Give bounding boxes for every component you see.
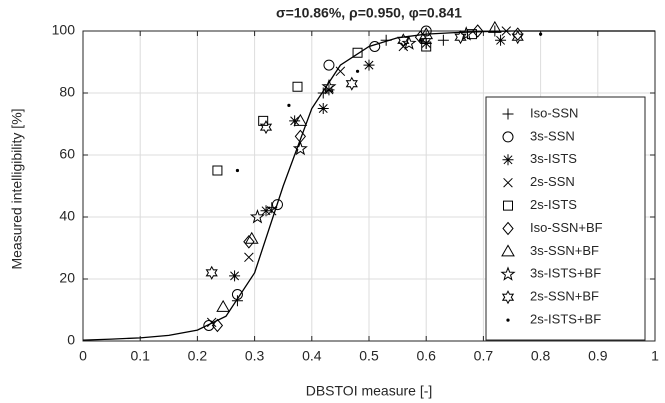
marker <box>454 30 467 45</box>
marker <box>249 209 265 224</box>
marker <box>205 265 218 280</box>
marker <box>323 59 335 71</box>
x-tick-label: 0.8 <box>531 348 551 364</box>
plot-frame <box>82 30 656 342</box>
x-tick-label: 0.4 <box>302 348 322 364</box>
legend-label: 2s-ISTS+BF <box>530 312 601 327</box>
marker <box>539 32 543 36</box>
marker <box>472 24 484 38</box>
legend-marker <box>502 108 514 120</box>
marker <box>489 25 501 37</box>
marker <box>258 115 269 126</box>
y-axis-label: Measured intelligibility [%] <box>9 108 25 269</box>
x-tick-label: 1 <box>651 348 659 364</box>
x-tick-label: 0.9 <box>588 348 608 364</box>
marker <box>206 317 217 328</box>
marker <box>244 252 254 263</box>
legend-marker <box>506 318 510 322</box>
marker <box>292 81 303 92</box>
marker <box>487 20 502 33</box>
marker <box>420 25 432 37</box>
marker <box>292 140 308 156</box>
x-tick-label: 0.5 <box>359 348 379 364</box>
legend-marker <box>500 266 516 281</box>
x-tick-label: 0.6 <box>416 348 436 364</box>
legend-marker <box>501 290 515 305</box>
legend-label: Iso-SSN+BF <box>530 220 603 235</box>
x-tick-label: 0.2 <box>188 348 208 364</box>
marker <box>458 26 474 41</box>
legend-label: 3s-SSN <box>530 128 575 143</box>
marker <box>259 120 273 135</box>
marker <box>321 78 337 94</box>
y-tick-label: 100 <box>52 22 76 38</box>
legend-marker <box>502 154 514 166</box>
marker <box>243 235 255 249</box>
marker <box>511 30 524 45</box>
legend-label: Iso-SSN <box>530 105 578 120</box>
marker <box>401 35 417 50</box>
marker <box>317 103 329 114</box>
marker <box>369 41 381 52</box>
legend-label: 2s-SSN <box>530 174 575 189</box>
marker <box>380 34 392 46</box>
marker <box>363 59 375 71</box>
y-tick-label: 0 <box>67 332 75 348</box>
legend-label: 2s-SSN+BF <box>530 289 599 304</box>
y-tick-label: 40 <box>59 208 75 224</box>
legend-label: 3s-SSN+BF <box>530 243 599 258</box>
legend-marker <box>501 244 515 257</box>
x-tick-label: 0.3 <box>245 348 265 364</box>
legend-marker <box>503 177 513 188</box>
marker <box>419 27 434 40</box>
legend-label: 3s-ISTS <box>530 151 577 166</box>
marker <box>397 33 410 48</box>
marker <box>345 76 358 91</box>
legend-label: 2s-ISTS <box>530 197 577 212</box>
x-tick-label: 0 <box>79 348 87 364</box>
marker <box>287 103 291 107</box>
x-tick-label: 0.7 <box>474 348 494 364</box>
marker <box>352 47 363 58</box>
marker <box>437 34 449 46</box>
marker <box>512 27 524 41</box>
marker <box>231 289 243 300</box>
y-tick-label: 20 <box>59 270 75 286</box>
legend-marker <box>502 131 514 143</box>
marker <box>211 318 224 333</box>
marker <box>355 69 360 73</box>
marker <box>421 41 432 52</box>
marker <box>317 87 329 99</box>
marker <box>418 38 423 42</box>
marker <box>495 34 507 46</box>
y-tick-label: 60 <box>59 146 75 162</box>
marker <box>414 30 427 44</box>
marker <box>212 165 223 176</box>
y-tick-label: 80 <box>59 84 75 100</box>
legend-label: 3s-ISTS+BF <box>530 266 601 281</box>
marker <box>216 299 231 312</box>
marker <box>229 270 241 282</box>
marker <box>420 37 432 49</box>
marker <box>293 113 308 126</box>
fit-curve <box>82 30 655 341</box>
marker <box>203 320 215 331</box>
marker <box>266 202 278 214</box>
x-tick-label: 0.1 <box>130 348 150 364</box>
legend-marker <box>502 221 514 236</box>
marker <box>271 199 283 211</box>
legend-marker <box>503 200 513 211</box>
marker <box>235 168 240 173</box>
marker <box>289 115 301 127</box>
chart-title: σ=10.86%, ρ=0.950, φ=0.841 <box>276 5 462 21</box>
marker <box>231 295 243 307</box>
marker <box>501 26 512 36</box>
marker <box>244 231 259 244</box>
marker <box>267 206 277 216</box>
x-axis-label: DBSTOI measure [-] <box>306 383 433 399</box>
marker <box>260 205 272 217</box>
marker <box>335 66 346 77</box>
